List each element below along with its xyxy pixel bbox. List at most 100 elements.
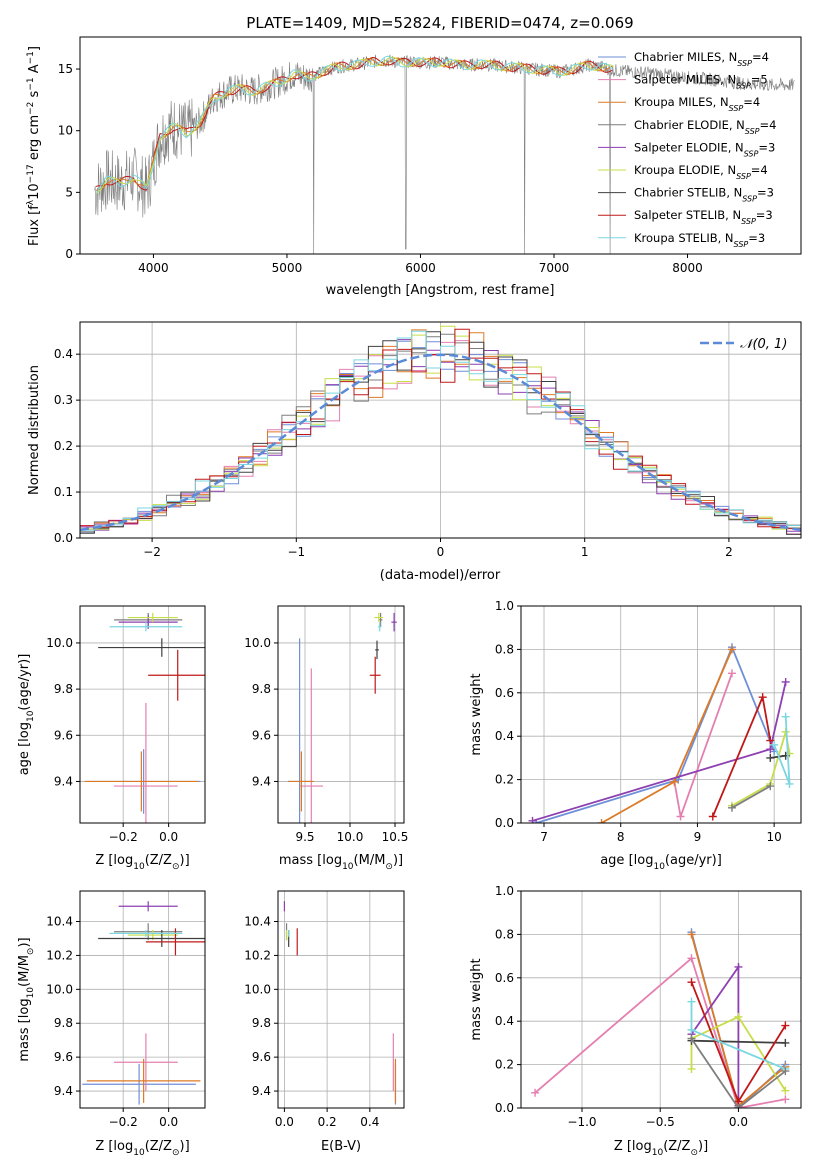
age-vs-metallicity-xtick-label: 0.0: [159, 830, 178, 844]
spectrum-xtick-label: 5000: [272, 261, 303, 275]
weight-vs-metallicity-ylabel: mass weight: [469, 958, 484, 1040]
age-vs-metallicity-ytick-label: 9.4: [54, 774, 73, 788]
spectrum-model-kroupa_miles: [96, 57, 614, 191]
age-vs-mass-axes: 9.5 10.0 10.5 9.4 9.6 9.8 10.0 mass [log10(M/M⊙…: [244, 605, 408, 872]
weight-vs-age-ylabel: mass weight: [469, 673, 484, 755]
weight-vs-age-xtick-label: 7: [540, 830, 548, 844]
weight-vs-age-xlabel: age [log10(age/yr)]: [600, 853, 722, 872]
weight-vs-metallicity-ytick-label: 0.6: [495, 971, 514, 985]
residual-histogram-ytick-label: 0.0: [54, 531, 73, 545]
age-vs-metallicity-ytick-label: 9.6: [54, 728, 73, 742]
age-vs-metallicity-errorbar: [148, 649, 205, 701]
spectrum-xtick-label: 6000: [405, 261, 436, 275]
weight-vs-metallicity-marker: [781, 1038, 790, 1047]
age-vs-mass-errorbar: [369, 656, 381, 694]
weight-vs-age-series-salpeter_stelib: [711, 693, 772, 817]
age-vs-mass-xtick-label: 9.5: [295, 830, 314, 844]
weight-vs-age-frame: [520, 605, 802, 824]
weight-vs-metallicity-marker: [687, 954, 696, 963]
age-vs-mass-ytick-label: 9.8: [252, 682, 271, 696]
mass-vs-metallicity-ytick-label: 10.0: [46, 982, 73, 996]
age-vs-mass-ytick-label: 9.4: [252, 774, 271, 788]
mass-vs-extinction-ytick-label: 10.0: [244, 982, 271, 996]
weight-vs-metallicity-ytick-label: 0.8: [495, 927, 514, 941]
mass-vs-metallicity-grid: [80, 891, 205, 1108]
spectrum-model-kroupa_stelib: [95, 55, 614, 194]
weight-vs-age-marker: [670, 777, 679, 786]
weight-vs-metallicity-series-chabrier_elodie: [690, 1038, 786, 1108]
mass-vs-extinction-frame: [277, 890, 405, 1109]
histogram-xlabel: (data-model)/error: [380, 568, 501, 583]
residual-histogram-frame: [79, 321, 802, 539]
mass-vs-metallicity-errorbar: [86, 1058, 201, 1103]
age-vs-mass-xtick-label: 10.0: [337, 830, 364, 844]
weight-vs-metallicity-series-salpeter_miles: [534, 956, 786, 1108]
weight-vs-metallicity-xlabel: Z [log10(Z/Z⊙)]: [614, 1139, 708, 1158]
age-vs-mass-ytick-label: 10.0: [244, 636, 271, 650]
weight-vs-age-ytick-label: 0.8: [495, 642, 514, 656]
weight-vs-age-marker: [528, 816, 537, 823]
weight-vs-age-marker: [597, 819, 606, 823]
residual-histogram-xtick-label: 2: [725, 545, 733, 559]
age-vs-metallicity-grid: [80, 606, 205, 823]
weight-vs-metallicity-marker: [781, 1067, 790, 1076]
weight-vs-age-marker: [766, 782, 775, 791]
weight-vs-metallicity-marker: [781, 1086, 790, 1095]
mass-vs-metallicity-ytick-label: 9.4: [54, 1084, 73, 1098]
spectrum-ytick-label: 5: [65, 185, 73, 199]
mass-vs-metallicity-errorbar: [114, 1033, 178, 1092]
weight-vs-metallicity-axes: −1.0 −0.5 0.0 0.0 0.2 0.4 0.6 0.8 1.0 Z [log10(Z/…: [469, 884, 802, 1158]
age-vs-mass-xlabel: mass [log10(M/M⊙)]: [279, 853, 403, 872]
histogram-ylabel: Normed distribution: [27, 365, 42, 495]
weight-vs-age-marker: [708, 812, 717, 821]
legend-entry: Chabrier MILES, NSSP=4: [634, 50, 769, 68]
age-vs-metallicity-ytick-label: 9.8: [54, 682, 73, 696]
legend-entry: Salpeter MILES, NSSP=5: [634, 73, 768, 91]
age-vs-mass-errorbar: [299, 668, 323, 823]
weight-vs-age-marker: [727, 645, 736, 654]
age-vs-mass-errorbar: [377, 622, 382, 632]
weight-vs-age-ytick-label: 0.0: [495, 816, 514, 830]
weight-vs-metallicity-marker: [687, 1025, 696, 1034]
weight-vs-metallicity-marker: [734, 962, 743, 971]
spectrum-ytick-label: 10: [58, 124, 73, 138]
spectrum-xtick-label: 7000: [539, 261, 570, 275]
age-vs-metallicity-errorbar: [98, 638, 205, 657]
weight-vs-metallicity-xtick-label: 0.0: [729, 1115, 748, 1129]
weight-vs-metallicity-marker: [687, 997, 696, 1006]
weight-vs-age-marker: [727, 803, 736, 812]
weight-vs-metallicity-ytick-label: 0.0: [495, 1101, 514, 1115]
age-vs-mass-grid: [278, 606, 404, 823]
mass-vs-metallicity-errorbar: [118, 901, 178, 912]
weight-vs-metallicity-marker: [687, 930, 696, 939]
mass-vs-metallicity-axes: −0.2 0.0 9.4 9.6 9.8 10.0 10.2 10.4 Z [log10(Z/Z…: [17, 890, 206, 1158]
age-vs-metallicity-frame: [79, 605, 206, 824]
legend-entry: Chabrier STELIB, NSSP=3: [634, 186, 774, 204]
mass-vs-metallicity-frame: [79, 890, 206, 1109]
residual-histogram-ytick-label: 0.1: [54, 485, 73, 499]
residual-histogram-xtick-label: 0: [437, 545, 445, 559]
weight-vs-metallicity-xtick-label: −0.5: [646, 1115, 675, 1129]
weight-vs-age-marker: [781, 712, 790, 721]
spectrum-data-line: [94, 54, 795, 254]
weight-vs-age-series-chabrier_elodie: [731, 785, 771, 809]
weight-vs-metallicity-ytick-label: 0.4: [495, 1014, 514, 1028]
mass-vs-metallicity-ylabel: mass [log10(M/M⊙)]: [17, 937, 36, 1061]
weight-vs-age-marker: [766, 745, 775, 754]
age-vs-metallicity-axes: −0.2 0.0 9.4 9.6 9.8 10.0 Z [log10(Z/Z⊙)] age […: [17, 605, 206, 872]
mass-vs-extinction-ytick-label: 10.4: [244, 915, 271, 929]
weight-vs-age-marker: [766, 753, 775, 762]
legend-entry: Salpeter STELIB, NSSP=3: [634, 208, 773, 226]
age-vs-metallicity-errorbar: [127, 612, 178, 623]
weight-vs-age-series-salpeter_miles: [673, 672, 733, 820]
weight-vs-metallicity-marker: [687, 978, 696, 987]
mass-vs-extinction-axes: 0.0 0.2 0.4 9.4 9.6 9.8 10.0 10.2 10.4 E(B-V): [244, 890, 405, 1154]
mass-vs-extinction-xlabel: E(B-V): [321, 1139, 361, 1154]
legend-entry: Kroupa ELODIE, NSSP=4: [634, 163, 768, 181]
mass-vs-metallicity-errorbar: [98, 929, 205, 947]
spectrum-legend: Chabrier MILES, NSSP=4 Salpeter MILES, NS…: [598, 50, 776, 248]
mass-vs-metallicity-ytick-label: 10.4: [46, 915, 73, 929]
weight-vs-metallicity-frame: [520, 890, 802, 1109]
spectrum-ylabel: Flux [fλ10−17 erg cm−2 s−1 A−1]: [26, 46, 42, 246]
mass-vs-metallicity-ytick-label: 10.2: [46, 948, 73, 962]
